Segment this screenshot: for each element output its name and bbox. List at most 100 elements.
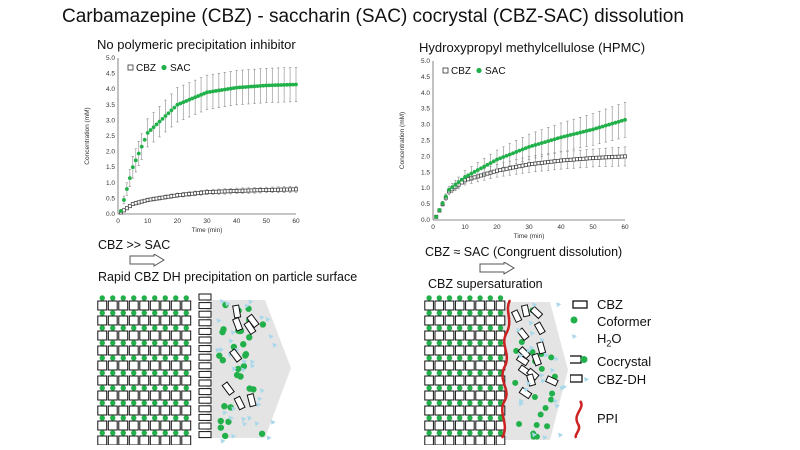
- sac-point: [475, 168, 480, 172]
- coformer-molecule: [99, 295, 105, 301]
- sac-point: [193, 95, 198, 100]
- sac-point: [282, 82, 287, 87]
- cbz-molecule: [97, 330, 108, 341]
- legend-cbz-dh-icon: [570, 374, 589, 383]
- cbz-molecule: [160, 360, 171, 371]
- cbz-point: [546, 160, 551, 165]
- cbz-molecule: [139, 315, 150, 326]
- water-molecule: [244, 303, 250, 309]
- cbz-point: [587, 156, 592, 161]
- coformer-molecule: [183, 355, 189, 361]
- cbz-molecule: [128, 405, 139, 416]
- sac-point: [501, 155, 506, 159]
- sac-point: [603, 123, 608, 128]
- sac-point: [231, 86, 236, 91]
- coformer-molecule: [457, 385, 463, 391]
- sac-point: [623, 117, 627, 122]
- coformer-molecule: [487, 325, 493, 331]
- cbz-dh-molecule: [246, 313, 260, 329]
- sac-series: [119, 67, 298, 213]
- water-molecule: [257, 396, 263, 402]
- coformer-molecule: [173, 430, 179, 436]
- cbz-point: [485, 171, 490, 176]
- sac-point: [527, 144, 531, 149]
- coformer-molecule: [217, 417, 224, 425]
- coformer-molecule: [487, 385, 493, 391]
- cbz-molecule: [181, 420, 192, 431]
- cbz-dh-molecule: [232, 304, 242, 319]
- cbz-molecule: [160, 330, 171, 341]
- water-molecule: [556, 302, 562, 308]
- coformer-molecule: [110, 310, 116, 316]
- cbz-dh-molecule: [198, 370, 212, 378]
- cbz-molecule: [181, 390, 192, 401]
- x-tick-label: 30: [525, 224, 533, 231]
- coformer-molecule: [446, 325, 453, 331]
- cbz-molecule: [170, 360, 181, 371]
- cbz-molecule: [181, 315, 192, 326]
- sac-point: [249, 84, 254, 89]
- cbz-molecule: [118, 330, 129, 341]
- cbz-molecule: [160, 405, 171, 416]
- coformer-molecule: [162, 310, 168, 316]
- y-tick-label: 2.5: [421, 138, 430, 145]
- sac-point: [511, 151, 515, 156]
- cbz-molecule: [107, 420, 118, 431]
- cbz-molecule: [128, 420, 139, 431]
- cbz-molecule: [454, 315, 465, 326]
- coformer-molecule: [141, 415, 147, 421]
- y-tick-label: 4.5: [106, 71, 115, 78]
- coformer-molecule: [426, 385, 432, 391]
- cbz-dh-molecule: [198, 405, 212, 413]
- coformer-molecule: [467, 340, 473, 346]
- coformer-molecule: [99, 370, 105, 376]
- coformer-molecule: [131, 325, 137, 331]
- coformer-molecule: [131, 385, 137, 391]
- coformer-molecule: [183, 310, 189, 316]
- cbz-molecule: [139, 330, 150, 341]
- y-tick-label: 3.0: [421, 122, 430, 129]
- sac-point: [288, 82, 292, 87]
- cbz-point: [552, 159, 557, 164]
- coformer-molecule: [518, 338, 525, 345]
- coformer-molecule: [131, 370, 137, 376]
- water-molecule: [553, 356, 559, 362]
- coformer-molecule: [246, 334, 253, 341]
- x-tick-label: 60: [621, 224, 629, 231]
- coformer-molecule: [141, 325, 147, 331]
- sac-point: [523, 146, 528, 151]
- coformer-molecule: [544, 423, 551, 430]
- sac-point: [243, 85, 248, 89]
- coformer-molecule: [173, 385, 179, 391]
- coformer-molecule: [120, 430, 126, 436]
- sac-point: [495, 157, 499, 162]
- coformer-molecule: [183, 430, 189, 436]
- coformer-molecule: [216, 352, 223, 359]
- legend-cbz-dh-label: CBZ-DH: [597, 372, 647, 387]
- coformer-molecule: [141, 355, 147, 361]
- coformer-molecule: [152, 430, 158, 436]
- water-molecule: [529, 330, 535, 336]
- sac-point: [175, 102, 180, 107]
- coformer-molecule: [152, 295, 158, 301]
- coformer-molecule: [436, 340, 442, 346]
- coformer-molecule: [259, 321, 267, 328]
- cbz-point: [571, 157, 576, 162]
- coformer-molecule: [110, 370, 116, 376]
- sac-point: [520, 147, 525, 152]
- cbz-molecule: [107, 330, 118, 341]
- cbz-molecule: [434, 420, 445, 431]
- sac-point: [127, 176, 132, 181]
- cbz-point: [501, 167, 506, 172]
- water-molecule: [518, 398, 524, 404]
- cbz-dh-molecule: [198, 422, 212, 430]
- water-molecule: [219, 299, 225, 305]
- coformer-molecule: [99, 310, 105, 316]
- cbz-molecule: [495, 375, 506, 386]
- cbz-molecule: [424, 330, 434, 341]
- crystal-lattice: [97, 295, 192, 445]
- cbz-dh-molecule: [198, 396, 212, 404]
- cbz-point: [594, 155, 599, 160]
- cbz-molecule: [170, 390, 181, 401]
- legend-water-label: H2O: [597, 331, 622, 349]
